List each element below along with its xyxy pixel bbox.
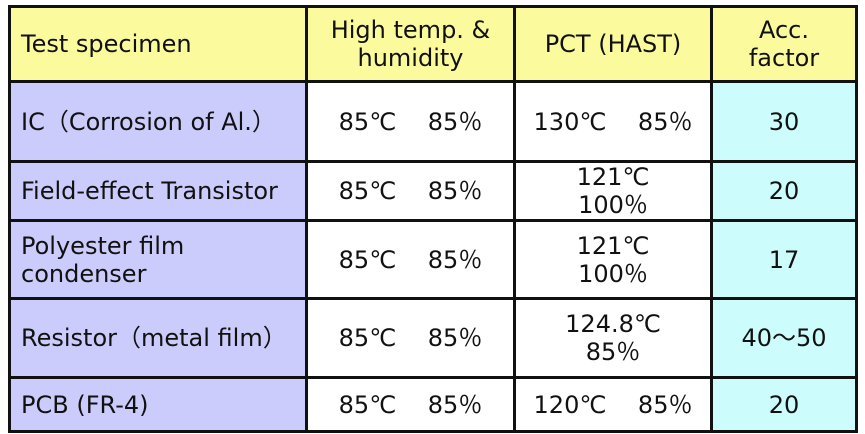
pct-cell: 121℃ 100％ xyxy=(513,219,713,300)
header-acc-factor: Acc. factor xyxy=(710,5,858,83)
pct-cell: 130℃ 85％ xyxy=(513,80,713,163)
acc-cell: 30 xyxy=(710,80,858,163)
specimen-cell: Field-effect Transistor xyxy=(8,160,308,222)
specimen-cell: Resistor（metal film） xyxy=(8,297,308,379)
high-temp-cell: 85℃ 85％ xyxy=(305,219,516,300)
acc-cell: 17 xyxy=(710,219,858,300)
table-row: IC（Corrosion of Al.） 85℃ 85％ 130℃ 85％ 30 xyxy=(8,80,858,163)
table-row: Resistor（metal film） 85℃ 85％ 124.8℃ 85％ … xyxy=(8,297,858,379)
header-row: Test specimen High temp. & humidity PCT … xyxy=(8,5,858,83)
acc-cell: 40～50 xyxy=(710,297,858,379)
specimen-cell: IC（Corrosion of Al.） xyxy=(8,80,308,163)
acc-cell: 20 xyxy=(710,160,858,222)
specimen-cell: Polyester film condenser xyxy=(8,219,308,300)
high-temp-cell: 85℃ 85％ xyxy=(305,80,516,163)
header-pct: PCT (HAST) xyxy=(513,5,713,83)
specimen-cell: PCB (FR-4) xyxy=(8,376,308,433)
table-row: Field-effect Transistor 85℃ 85％ 121℃ 100… xyxy=(8,160,858,222)
header-high-temp-humidity: High temp. & humidity xyxy=(305,5,516,83)
pct-cell: 121℃ 100％ xyxy=(513,160,713,222)
table-row: PCB (FR-4) 85℃ 85％ 120℃ 85％ 20 xyxy=(8,376,858,433)
acceleration-factor-table: Test specimen High temp. & humidity PCT … xyxy=(8,5,858,433)
high-temp-cell: 85℃ 85％ xyxy=(305,376,516,433)
table-row: Polyester film condenser 85℃ 85％ 121℃ 10… xyxy=(8,219,858,300)
acc-cell: 20 xyxy=(710,376,858,433)
high-temp-cell: 85℃ 85％ xyxy=(305,297,516,379)
pct-cell: 124.8℃ 85％ xyxy=(513,297,713,379)
high-temp-cell: 85℃ 85％ xyxy=(305,160,516,222)
pct-cell: 120℃ 85％ xyxy=(513,376,713,433)
header-test-specimen: Test specimen xyxy=(8,5,308,83)
